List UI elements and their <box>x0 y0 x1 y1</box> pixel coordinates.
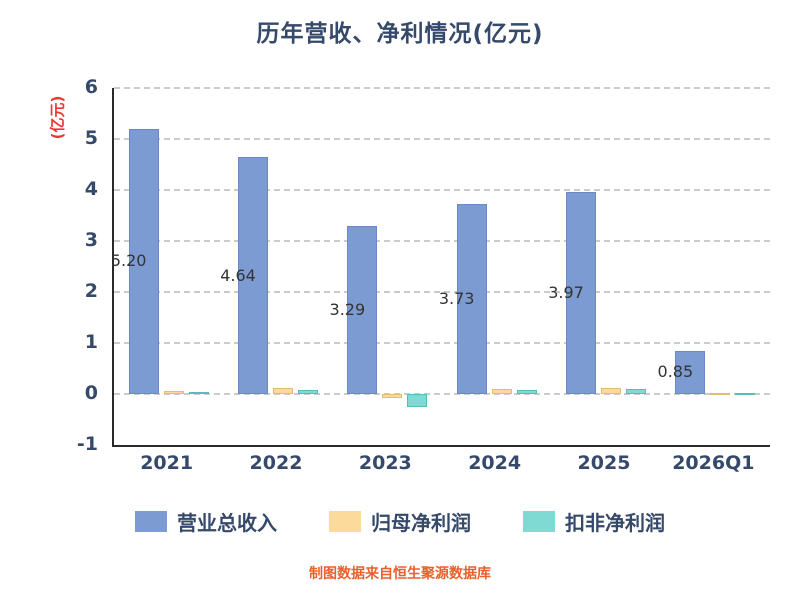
gridline <box>114 189 770 191</box>
x-tick-label: 2026Q1 <box>672 452 755 474</box>
y-tick-label: 5 <box>84 127 98 149</box>
bar-value-label: 3.29 <box>329 300 366 320</box>
x-tick-label: 2023 <box>358 452 412 474</box>
bar-value-label: 4.64 <box>220 265 256 285</box>
gridline <box>114 291 770 293</box>
legend: 营业总收入 归母净利润 扣非净利润 <box>0 507 800 536</box>
y-tick-label: 0 <box>84 382 98 404</box>
y-axis-label: (亿元) <box>48 95 67 140</box>
y-tick-label: 4 <box>84 178 98 200</box>
bar-value-label: 0.85 <box>657 362 694 382</box>
y-tick-label: 3 <box>84 229 98 251</box>
footer-note: 制图数据来自恒生聚源数据库 <box>309 566 491 582</box>
bar <box>407 394 428 407</box>
legend-swatch <box>329 511 361 532</box>
gridline <box>114 342 770 344</box>
legend-item: 营业总收入 <box>135 507 277 536</box>
chart-title: 历年营收、净利情况(亿元) <box>256 21 544 47</box>
legend-label: 归母净利润 <box>371 511 471 535</box>
legend-item: 归母净利润 <box>329 507 471 536</box>
bar <box>456 203 487 394</box>
bar-value-label: 3.97 <box>548 282 584 302</box>
bar <box>188 392 209 395</box>
bar <box>238 157 268 394</box>
bar <box>735 393 756 396</box>
legend-label: 扣非净利润 <box>565 511 665 535</box>
x-tick-label: 2022 <box>249 452 303 474</box>
plot-area: 5.20 4.64 3.29 3.73 3.97 0.85 <box>111 87 770 447</box>
bar <box>491 388 512 394</box>
y-tick-label: 1 <box>84 331 98 353</box>
x-tick-label: 2025 <box>577 452 631 474</box>
x-tick-label: 2024 <box>468 452 522 474</box>
bar-value-label: 3.73 <box>438 288 475 308</box>
bar <box>710 392 731 395</box>
legend-swatch <box>523 511 555 532</box>
y-tick-label: -1 <box>76 433 98 455</box>
legend-swatch <box>135 511 167 532</box>
bar <box>163 391 184 394</box>
bar <box>128 128 159 394</box>
legend-item: 扣非净利润 <box>523 507 665 536</box>
bar <box>273 387 293 394</box>
y-tick-label: 2 <box>84 280 98 302</box>
bar <box>601 387 621 394</box>
bar <box>382 394 403 399</box>
bar <box>516 390 537 394</box>
bar <box>626 388 646 394</box>
bar <box>566 191 596 394</box>
bar <box>298 389 318 394</box>
bar-value-label: 5.20 <box>110 251 147 271</box>
bar <box>675 350 706 394</box>
gridline <box>114 393 770 395</box>
gridline <box>114 240 770 242</box>
gridline <box>114 87 770 89</box>
bar <box>347 226 378 394</box>
x-tick-label: 2021 <box>140 452 194 474</box>
y-tick-label: 6 <box>84 76 98 98</box>
gridline <box>114 138 770 140</box>
legend-label: 营业总收入 <box>177 511 277 535</box>
